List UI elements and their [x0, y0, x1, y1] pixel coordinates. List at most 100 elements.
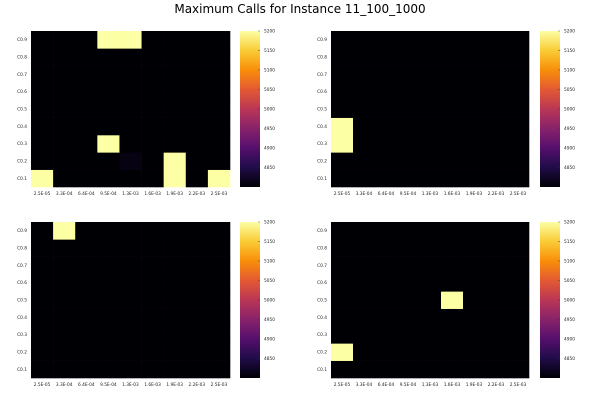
x-tick-label: 1.3E-03 [122, 191, 139, 197]
heatmap-cell [141, 343, 164, 361]
x-tick-label: 3.3E-04 [356, 191, 373, 197]
heatmap-cell [507, 117, 530, 136]
y-tick-label: C0.9 [317, 228, 327, 234]
heatmap-cell [185, 256, 209, 275]
heatmap-cell [141, 31, 164, 49]
heatmap-panel-2: 2.5E-05 3.3E-04 6.4E-04 9.5E-04 1.3E-03 1.6E-… [317, 29, 575, 198]
heatmap-cell [31, 326, 54, 344]
x-tick-label: 9.5E-04 [100, 382, 117, 388]
heatmap-cell [53, 169, 76, 188]
heatmap-cell [97, 360, 120, 379]
colorbar-tick-label: 5050 [264, 87, 275, 93]
x-tick-label: 1.9E-03 [166, 382, 183, 388]
heatmap-cell [97, 31, 120, 49]
heatmap-cell [463, 360, 486, 379]
heatmap-cell [207, 291, 231, 309]
heatmap-cell [119, 256, 142, 275]
heatmap-cell [441, 100, 464, 118]
x-tick-label: 1.6E-03 [144, 382, 161, 388]
x-tick-label: 1.9E-03 [166, 191, 183, 197]
heatmap-cell [507, 360, 530, 379]
heatmap-cell [419, 100, 442, 118]
heatmap-panel-1: 2.5E-05 3.3E-04 6.4E-04 9.5E-04 1.3E-03 1.6E-… [17, 29, 275, 198]
heatmap-cell [75, 360, 98, 379]
heatmap-cell [397, 117, 420, 136]
y-tick-label: C0.2 [317, 350, 327, 356]
heatmap-cell [31, 117, 54, 136]
colorbar-tick-label: 5100 [564, 68, 575, 74]
x-tick-label: 3.3E-04 [56, 191, 73, 197]
heatmap-cell [119, 274, 142, 292]
heatmap-cell [507, 239, 530, 257]
y-tick-label: C0.5 [17, 107, 27, 113]
heatmap-cell [31, 256, 54, 275]
heatmap-cell [353, 343, 376, 361]
colorbar-tick-label: 5000 [264, 107, 275, 113]
x-tick-label: 1.9E-03 [466, 191, 483, 197]
x-tick-label: 6.4E-04 [378, 382, 395, 388]
heatmap-cell [163, 256, 187, 275]
heatmap-cell [163, 239, 187, 257]
heatmap-cell [419, 326, 442, 344]
colorbar-tick-label: 4850 [564, 165, 575, 171]
heatmap-cell [419, 291, 442, 309]
x-tick-label: 2.2E-03 [189, 191, 206, 197]
x-tick-label: 1.6E-03 [444, 191, 461, 197]
colorbar-tick-label: 5000 [264, 298, 275, 304]
y-tick-label: C0.9 [17, 37, 27, 43]
y-tick-label: C0.6 [17, 280, 27, 286]
heatmap-cell [31, 31, 54, 49]
figure-title: Maximum Calls for Instance 11_100_1000 [174, 2, 425, 16]
heatmap-cell [375, 343, 398, 361]
heatmap-cell [419, 152, 442, 170]
heatmap-cell [375, 100, 398, 118]
heatmap-cell [463, 326, 486, 344]
heatmap-cell [419, 239, 442, 257]
heatmap-cell [185, 222, 209, 240]
heatmap-cell [185, 239, 209, 257]
heatmap-cell [507, 308, 530, 327]
heatmap-cell [353, 308, 376, 327]
y-tick-label: C0.1 [17, 176, 27, 182]
heatmap-cell [163, 326, 187, 344]
heatmap-cell [163, 308, 187, 327]
heatmap-cell [207, 31, 231, 49]
colorbar-tick-label: 4950 [264, 126, 275, 132]
heatmap-cell [207, 326, 231, 344]
x-tick-label: 1.9E-03 [466, 382, 483, 388]
heatmap-cell [185, 65, 209, 84]
y-tick-label: C0.9 [317, 37, 327, 43]
heatmap-cell [185, 135, 209, 153]
heatmap-cell [419, 48, 442, 66]
heatmap-cell [75, 65, 98, 84]
y-tick-label: C0.1 [317, 367, 327, 373]
colorbar-tick-label: 5050 [564, 278, 575, 284]
heatmap-cell [97, 117, 120, 136]
heatmap-cell [441, 274, 464, 292]
heatmap-cell [485, 274, 508, 292]
heatmap-cell [75, 256, 98, 275]
x-tick-label: 1.6E-03 [444, 382, 461, 388]
heatmap-cell [353, 48, 376, 66]
heatmap-cell [375, 169, 398, 188]
heatmap-cell [207, 100, 231, 118]
heatmap-cell [331, 326, 354, 344]
colorbar-tick-label: 4900 [564, 337, 575, 343]
heatmap-cell [75, 291, 98, 309]
y-tick-label: C0.8 [17, 55, 27, 61]
colorbar-tick-label: 4900 [564, 146, 575, 152]
y-tick-label: C0.6 [317, 89, 327, 95]
heatmap-cell [375, 256, 398, 275]
heatmap-cell [485, 360, 508, 379]
x-tick-label: 2.2E-03 [189, 382, 206, 388]
heatmap-cell [207, 343, 231, 361]
heatmap-cell [97, 256, 120, 275]
heatmap-cell [485, 135, 508, 153]
heatmap-panels: 2.5E-05 3.3E-04 6.4E-04 9.5E-04 1.3E-03 1.6E-… [17, 29, 575, 389]
heatmap-cell [331, 360, 354, 379]
x-tick-label: 1.3E-03 [422, 191, 439, 197]
heatmap-cell [53, 291, 76, 309]
heatmap-cell [419, 135, 442, 153]
heatmap-cell [441, 169, 464, 188]
